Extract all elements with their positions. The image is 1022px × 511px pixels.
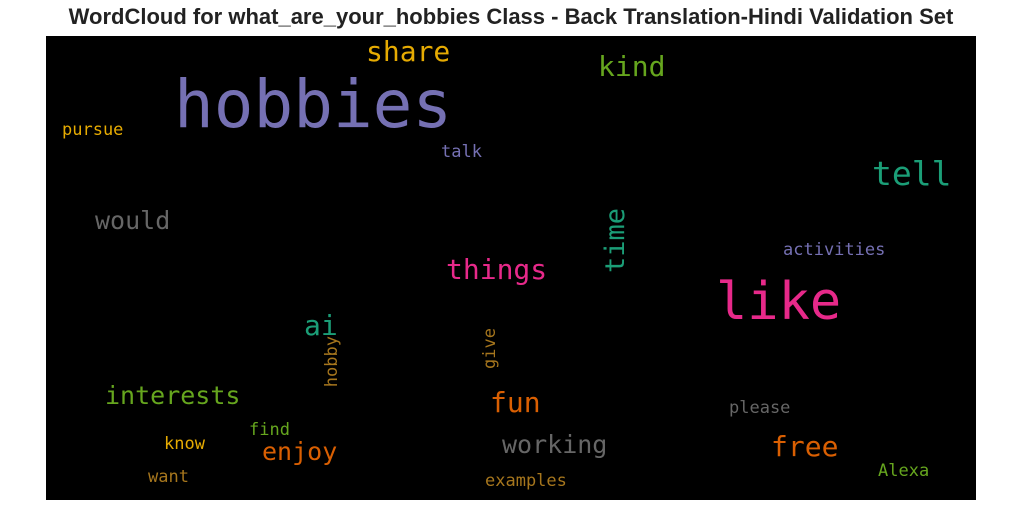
word-interests: interests (105, 381, 241, 410)
word-share: share (366, 36, 451, 68)
word-time: time (600, 208, 631, 274)
word-hobby: hobby (322, 336, 342, 388)
word-pursue: pursue (62, 120, 124, 140)
word-examples: examples (485, 471, 567, 491)
word-alexa: Alexa (878, 461, 930, 481)
word-things: things (446, 253, 548, 286)
word-kind: kind (598, 50, 666, 83)
word-activities: activities (783, 240, 886, 260)
word-know: know (164, 434, 205, 454)
word-give: give (480, 328, 500, 369)
word-want: want (148, 467, 189, 487)
word-find: find (249, 420, 290, 440)
word-hobbies: hobbies (174, 66, 453, 143)
word-like: like (716, 272, 842, 332)
word-talk: talk (441, 142, 482, 162)
word-enjoy: enjoy (262, 437, 338, 466)
word-fun: fun (490, 386, 541, 419)
word-working: working (502, 430, 608, 459)
word-free: free (771, 430, 839, 463)
word-would: would (95, 206, 171, 235)
word-ai: ai (304, 309, 338, 342)
word-please: please (729, 398, 791, 418)
wordcloud-canvas: hobbies like share kind pursue talk tell… (46, 36, 976, 500)
word-tell: tell (872, 154, 952, 193)
chart-title: WordCloud for what_are_your_hobbies Clas… (68, 4, 954, 29)
